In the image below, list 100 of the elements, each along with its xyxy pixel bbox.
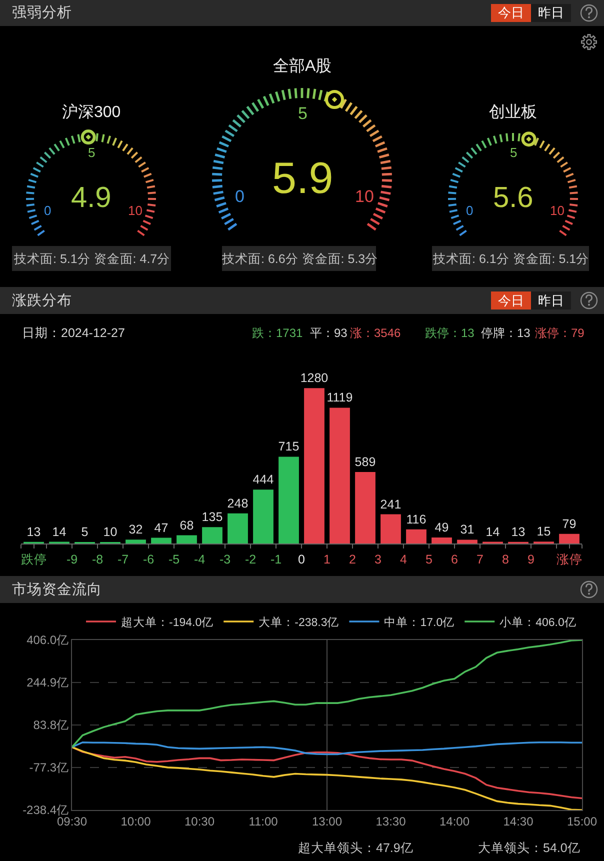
x-tick-label: 15:00	[566, 814, 598, 828]
text: 跌：1731	[252, 326, 304, 340]
text: 今日	[498, 5, 524, 20]
x-tick-label: 8	[502, 552, 510, 566]
x-tick-label: 11:00	[248, 814, 278, 828]
text: 技术面: 5.1分 资金面: 4.7分	[13, 252, 170, 266]
bar	[457, 540, 478, 544]
x-tick-label: 2	[349, 552, 356, 566]
y-tick-label: 244.9亿	[26, 676, 69, 690]
x-tick-label: 5	[426, 552, 433, 566]
text: 涨停：79	[535, 326, 585, 340]
x-tick-label: -5	[168, 552, 180, 566]
text: 0	[466, 203, 474, 218]
data-label: 5.6	[493, 182, 534, 214]
x-tick-label: 9	[528, 552, 535, 566]
data-label: 4.9	[71, 182, 112, 214]
data-label: 1280	[300, 371, 328, 386]
x-tick-label: -1	[270, 552, 282, 566]
x-tick-label: 13:30	[376, 814, 406, 828]
bar	[355, 472, 376, 544]
bar	[126, 540, 146, 544]
bar	[380, 514, 401, 544]
x-tick-label: -7	[117, 552, 129, 566]
data-label: 32	[128, 522, 143, 537]
bar	[330, 408, 350, 544]
text: 5	[510, 145, 518, 160]
x-tick-label: 10:30	[184, 814, 215, 828]
data-label: 444	[252, 472, 274, 487]
data-label: 47	[154, 520, 168, 535]
data-label: 10	[103, 525, 118, 539]
bar	[432, 538, 452, 544]
text: 全部A股	[273, 57, 332, 75]
y-tick-label: 83.8亿	[33, 718, 69, 732]
text: 10	[550, 203, 564, 218]
x-tick-label: 1	[324, 552, 331, 566]
text: 0	[235, 187, 244, 206]
text: 0	[44, 203, 52, 218]
x-tick-label: 14:00	[439, 814, 470, 828]
data-label: 31	[460, 522, 474, 537]
legend-label: 中单：17.0亿	[384, 616, 455, 629]
chart-title: 涨跌分布	[12, 292, 72, 309]
bar	[228, 513, 248, 544]
x-tick-label: -6	[142, 552, 154, 566]
text: 技术面: 6.6分 资金面: 5.3分	[221, 252, 378, 266]
data-label: 13	[511, 524, 526, 539]
line-series	[72, 746, 582, 800]
x-tick-label: -8	[92, 552, 104, 566]
data-label: 14	[52, 524, 66, 539]
x-tick-label: -4	[194, 552, 206, 566]
bar	[151, 538, 172, 544]
x-tick-label: 13:00	[312, 814, 342, 828]
bar	[253, 490, 274, 544]
data-label: 135	[202, 510, 223, 524]
text: 创业板	[489, 103, 537, 121]
x-tick-label: 0	[298, 552, 306, 566]
data-label: 715	[278, 440, 300, 454]
data-label: 1119	[326, 390, 353, 405]
text: 5	[298, 104, 308, 123]
x-tick-label: 4	[400, 552, 408, 566]
x-tick-label: 跌停	[20, 552, 47, 566]
legend-label: 超大单：-194.0亿	[121, 616, 214, 629]
x-tick-label: 6	[451, 552, 458, 566]
y-tick-label: -77.3亿	[29, 760, 69, 775]
x-tick-label: 10:00	[120, 814, 152, 828]
text: 5	[88, 145, 96, 160]
x-tick-label: -3	[219, 552, 231, 566]
data-label: 14	[486, 524, 500, 539]
line-series	[72, 741, 582, 756]
line-series	[72, 640, 582, 748]
x-tick-label: 涨停	[556, 552, 582, 566]
line-series	[72, 746, 582, 810]
chart-subtitle: 日期：2024-12-27	[22, 326, 125, 340]
text: 停牌：13	[481, 326, 531, 340]
text: 昨日	[538, 5, 564, 20]
data-label: 589	[354, 455, 376, 470]
x-tick-label: 3	[374, 552, 382, 566]
bar	[406, 529, 426, 544]
text: 技术面: 6.1分 资金面: 5.1分	[432, 252, 590, 266]
data-label: 13	[26, 524, 41, 539]
data-label: 241	[380, 497, 402, 512]
text: 大单领头：54.0亿	[478, 841, 580, 855]
data-label: 248	[227, 496, 248, 510]
x-tick-label: 7	[476, 552, 484, 566]
text: 涨：3546	[350, 326, 402, 340]
text: 昨日	[538, 293, 564, 308]
chart-title: 市场资金流向	[12, 581, 102, 598]
text: 10	[128, 203, 142, 218]
text: 强弱分析	[12, 4, 72, 21]
text: 平：93	[310, 326, 348, 340]
data-label: 79	[562, 516, 576, 531]
data-label: 116	[406, 512, 426, 526]
x-tick-label: 14:30	[503, 814, 534, 828]
data-label: 49	[434, 520, 449, 535]
bar	[304, 388, 324, 544]
bar	[559, 534, 580, 544]
bar	[202, 527, 222, 544]
x-tick-label: -2	[244, 552, 256, 566]
text: 沪深300	[62, 103, 121, 121]
data-label: 15	[536, 524, 551, 539]
data-label: 68	[180, 518, 194, 532]
